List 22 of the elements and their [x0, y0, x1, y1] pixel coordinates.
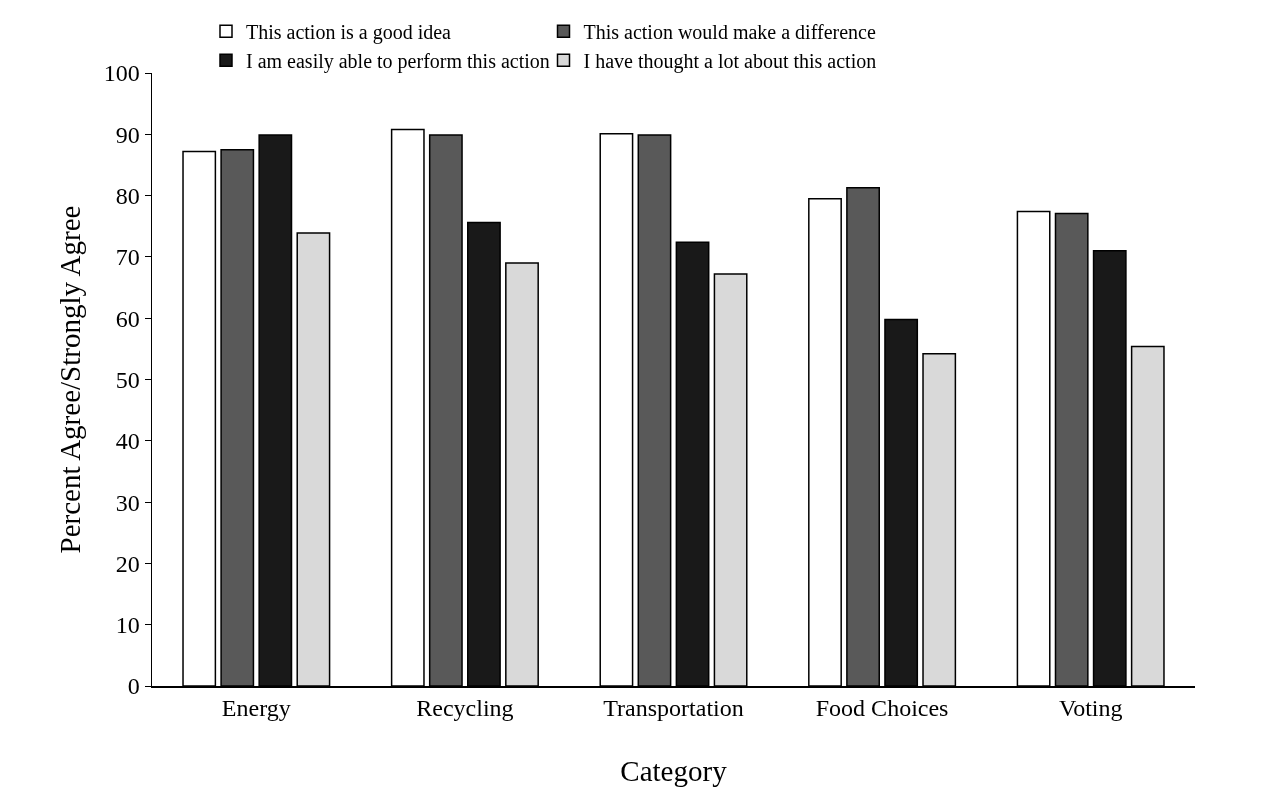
y-tick-label: 0 [127, 673, 140, 700]
y-tick-label: 30 [115, 489, 140, 516]
x-tick-label: Food Choices [815, 695, 949, 722]
y-axis-title: Percent Agree/Strongly Agree [54, 205, 87, 554]
y-tick-label: 40 [115, 428, 140, 455]
x-axis-title: Category [620, 754, 728, 787]
x-tick-label: Energy [221, 695, 291, 722]
legend-label: I am easily able to perform this action [246, 50, 550, 73]
y-tick-label: 20 [115, 550, 140, 577]
legend-label: This action would make a difference [583, 21, 876, 43]
legend-label: This action is a good idea [246, 21, 452, 44]
y-tick-label: 60 [115, 305, 140, 332]
y-tick-label: 100 [103, 60, 140, 87]
legend-label: I have thought a lot about this action [583, 50, 877, 73]
y-tick-label: 80 [115, 183, 140, 209]
y-tick-label: 70 [115, 244, 140, 271]
x-tick-label: Recycling [416, 695, 514, 722]
y-tick-label: 50 [115, 366, 140, 393]
y-tick-label: 10 [115, 612, 140, 639]
x-tick-label: Voting [1058, 695, 1123, 722]
y-tick-label: 90 [115, 121, 140, 148]
x-tick-label: Transportation [603, 695, 744, 722]
